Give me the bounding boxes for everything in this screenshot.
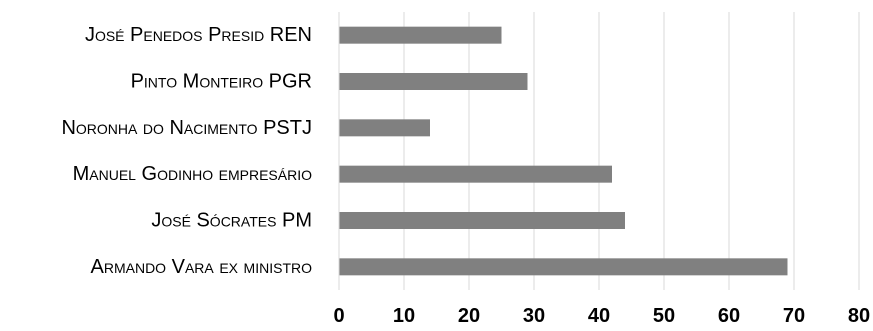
bar <box>339 212 625 229</box>
bar <box>339 258 788 276</box>
category-label: José Penedos Presid REN <box>85 24 312 46</box>
gridlines <box>403 12 860 290</box>
x-tick-label: 70 <box>783 305 805 327</box>
bar <box>339 119 430 137</box>
category-label: Armando Vara ex ministro <box>91 256 313 278</box>
category-label: José Sócrates PM <box>151 210 312 232</box>
x-tick-label: 50 <box>653 305 675 327</box>
x-tick-label: 20 <box>458 305 480 327</box>
x-tick-label: 10 <box>393 305 415 327</box>
bar <box>339 73 528 90</box>
x-tick-labels: 0 10 20 30 40 50 60 70 80 <box>333 305 870 327</box>
x-tick-label: 30 <box>523 305 545 327</box>
category-label: Pinto Monteiro PGR <box>131 71 312 93</box>
bar <box>339 165 612 183</box>
bar <box>339 26 502 44</box>
bars <box>339 26 788 276</box>
x-tick-label: 60 <box>718 305 740 327</box>
category-labels: José Penedos Presid REN Pinto Monteiro PG… <box>61 24 312 278</box>
x-tick-label: 0 <box>333 305 344 327</box>
x-tick-label: 40 <box>588 305 610 327</box>
category-label: Manuel Godinho empresário <box>73 163 312 185</box>
category-label: Noronha do Nacimento PSTJ <box>61 117 312 139</box>
x-tick-label: 80 <box>848 305 870 327</box>
